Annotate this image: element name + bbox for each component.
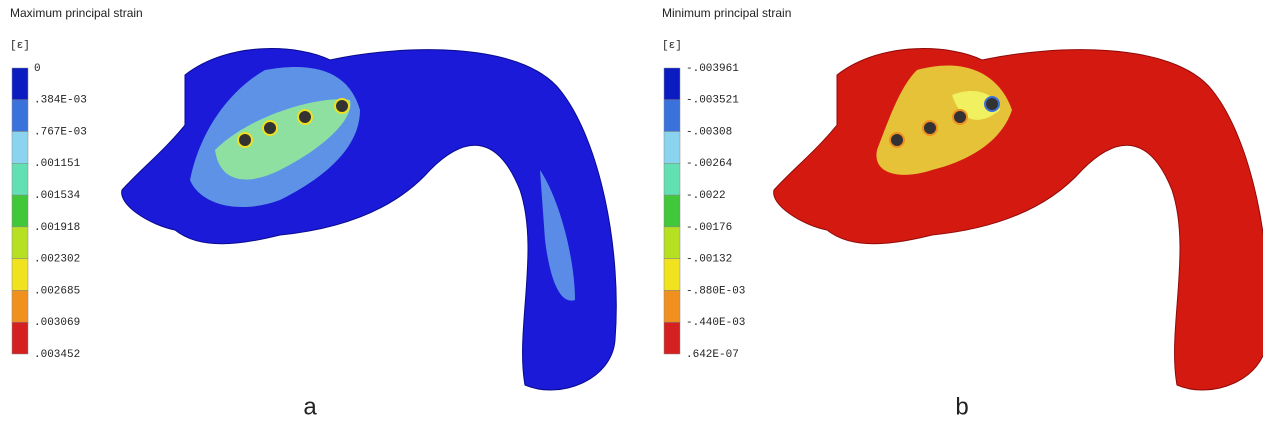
legend-swatch [664,259,680,291]
legend-label: .002302 [34,254,80,266]
unit-label: [ε] [662,40,682,52]
legend-swatch [664,227,680,259]
legend-swatch [12,100,28,132]
legend-swatch [664,68,680,100]
legend-label: -.0022 [686,190,726,202]
legend-swatch [664,322,680,354]
legend-label: .767E-03 [34,126,87,138]
legend-label: -.00132 [686,254,732,266]
legend-swatch [12,227,28,259]
legend-swatch [12,322,28,354]
legend-swatch [12,195,28,227]
legend-label: .001151 [34,158,81,170]
legend-swatch [664,290,680,322]
legend-label: 0 [34,63,41,75]
legend-label: .001534 [34,190,81,202]
panel-a-model [122,49,617,390]
panel-letter: b [955,393,968,420]
legend-label: .001918 [34,222,80,234]
legend-swatch [664,132,680,164]
legend-label: .002685 [34,285,80,297]
legend-label: -.440E-03 [686,317,745,329]
legend-swatch [664,163,680,195]
legend-label: .384E-03 [34,95,87,107]
legend-swatch [12,132,28,164]
legend-swatch [12,259,28,291]
legend-label: -.00308 [686,126,732,138]
legend-swatch [664,195,680,227]
legend-swatch [12,290,28,322]
legend-swatch [12,163,28,195]
legend-label: .003452 [34,349,80,361]
panel-b-model [774,49,1263,390]
legend-label: .003069 [34,317,80,329]
legend-label: -.00264 [686,158,733,170]
legend-label: -.00176 [686,222,732,234]
legend-label: -.003521 [686,95,739,107]
panel-letter: a [303,393,317,420]
figure: Maximum principal strain [ε] a 0 .384E-03 .76… [0,0,1263,423]
legend-label: .642E-07 [686,349,739,361]
legend-swatch [12,68,28,100]
panel-title: Maximum principal strain [10,6,143,20]
legend-swatch [664,100,680,132]
unit-label: [ε] [10,40,30,52]
legend-label: -.003961 [686,63,739,75]
legend-label: -.880E-03 [686,285,745,297]
panel-title: Minimum principal strain [662,6,791,20]
